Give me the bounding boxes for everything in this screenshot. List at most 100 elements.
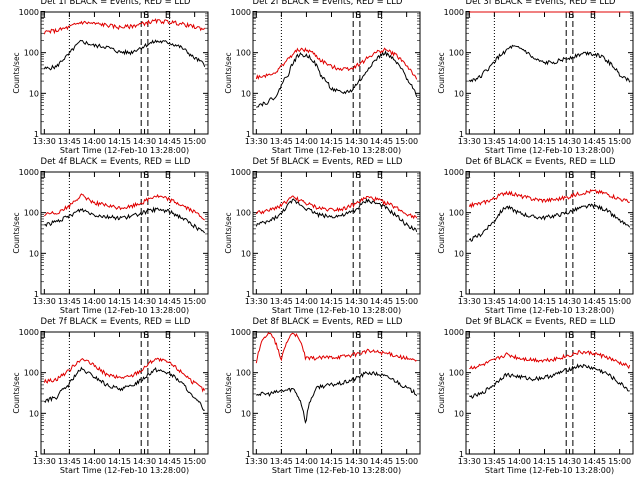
y-tick-label: 1 (34, 450, 39, 459)
y-tick-label: 1000 (19, 328, 39, 337)
y-tick-label: 100 (236, 369, 251, 378)
x-tick-label: 13:30 (245, 457, 268, 466)
series-black (256, 49, 418, 108)
plot-frame (40, 331, 209, 455)
x-tick-label: 13:45 (483, 297, 506, 306)
panel-title: Det 4f BLACK = Events, RED = LLD (41, 157, 191, 167)
x-axis-label: Start Time (12-Feb-10 13:28:00) (60, 306, 189, 315)
y-axis-label: Counts/sec (224, 212, 233, 253)
x-tick-label: 15:00 (395, 297, 418, 306)
x-tick-label: 14:45 (370, 457, 393, 466)
x-tick-label: 14:30 (558, 457, 581, 466)
flag-label: E (590, 10, 596, 21)
plot-frame (40, 11, 209, 135)
x-tick-label: 14:00 (508, 297, 531, 306)
x-tick-label: 14:45 (583, 137, 606, 146)
series-black (255, 197, 418, 233)
x-tick-label: 14:45 (370, 297, 393, 306)
plot-frame (465, 11, 634, 135)
panel-title: Det 2f BLACK = Events, RED = LLD (253, 0, 403, 7)
x-tick-label: 15:00 (183, 137, 206, 146)
x-tick-label: 14:15 (320, 457, 343, 466)
y-tick-label: 1 (34, 130, 39, 139)
y-axis-label: Counts/sec (437, 52, 446, 93)
flag-label: S (355, 10, 361, 21)
x-tick-label: 13:45 (58, 137, 81, 146)
panel-det-3: Det 3f BLACK = Events, RED = LLD 1 10 100 10… (437, 0, 634, 155)
y-tick-label: 1 (246, 130, 251, 139)
x-tick-label: 15:00 (608, 297, 631, 306)
flag-label: S (143, 330, 149, 341)
panel-title: Det 3f BLACK = Events, RED = LLD (466, 0, 616, 7)
series-black (43, 39, 206, 71)
x-tick-label: 14:15 (108, 457, 131, 466)
series-red (255, 195, 418, 220)
y-tick-label: 1000 (444, 168, 464, 177)
flag-label: S (568, 10, 574, 21)
x-tick-label: 14:45 (158, 297, 181, 306)
y-tick-label: 1000 (444, 328, 464, 337)
panel-det-4: Det 4f BLACK = Events, RED = LLD 1 10 100 10… (12, 157, 209, 315)
x-tick-label: 13:30 (33, 137, 56, 146)
series-black (44, 206, 206, 234)
y-tick-label: 10 (454, 89, 464, 98)
y-axis-label: Counts/sec (437, 212, 446, 253)
panel-title: Det 5f BLACK = Events, RED = LLD (253, 157, 403, 167)
x-tick-label: 14:00 (83, 137, 106, 146)
x-tick-label: 14:15 (108, 297, 131, 306)
flag-label: E (40, 330, 46, 341)
x-tick-label: 13:30 (33, 457, 56, 466)
y-axis-label: Counts/sec (224, 372, 233, 413)
x-tick-label: 14:00 (83, 297, 106, 306)
y-tick-label: 1 (246, 290, 251, 299)
x-tick-label: 13:30 (458, 457, 481, 466)
y-tick-label: 100 (449, 49, 464, 58)
x-axis-label: Start Time (12-Feb-10 13:28:00) (272, 466, 401, 475)
x-tick-label: 13:45 (483, 457, 506, 466)
y-tick-label: 100 (236, 209, 251, 218)
flag-label: E (252, 330, 258, 341)
panel-det-7: Det 7f BLACK = Events, RED = LLD 1 10 100 10… (12, 317, 209, 475)
series-black (255, 371, 418, 424)
x-tick-label: 14:45 (158, 137, 181, 146)
y-tick-label: 10 (29, 409, 39, 418)
plot-frame (465, 171, 634, 295)
x-tick-label: 14:15 (320, 297, 343, 306)
x-tick-label: 13:45 (270, 457, 293, 466)
x-tick-label: 14:30 (133, 297, 156, 306)
panel-det-2: Det 2f BLACK = Events, RED = LLD 1 10 100 10… (224, 0, 421, 155)
x-tick-label: 14:30 (345, 457, 368, 466)
y-tick-label: 10 (241, 409, 251, 418)
y-tick-label: 100 (236, 49, 251, 58)
flag-label: S (355, 170, 361, 181)
x-tick-label: 14:00 (508, 137, 531, 146)
panel-det-8: Det 8f BLACK = Events, RED = LLD 1 10 100 10… (224, 317, 421, 475)
x-tick-label: 14:00 (83, 457, 106, 466)
y-axis-label: Counts/sec (12, 212, 21, 253)
y-tick-label: 1 (459, 290, 464, 299)
series-black (468, 44, 631, 83)
x-tick-label: 14:15 (320, 137, 343, 146)
y-tick-label: 10 (454, 249, 464, 258)
x-tick-label: 14:15 (533, 457, 556, 466)
panel-det-9: Det 9f BLACK = Events, RED = LLD 1 10 100 10… (437, 317, 634, 475)
x-axis-label: Start Time (12-Feb-10 13:28:00) (485, 466, 614, 475)
y-tick-label: 1000 (19, 8, 39, 17)
x-tick-label: 15:00 (395, 457, 418, 466)
x-tick-label: 14:30 (133, 457, 156, 466)
y-axis-label: Counts/sec (12, 52, 21, 93)
plot-frame (252, 331, 421, 455)
x-axis-label: Start Time (12-Feb-10 13:28:00) (272, 146, 401, 155)
x-tick-label: 14:30 (558, 297, 581, 306)
series-black (469, 363, 630, 399)
x-tick-label: 15:00 (395, 137, 418, 146)
y-tick-label: 10 (29, 89, 39, 98)
series-red (469, 350, 631, 370)
x-tick-label: 14:15 (533, 137, 556, 146)
series-black (43, 366, 205, 411)
flag-label: E (165, 10, 171, 21)
x-tick-label: 13:45 (270, 137, 293, 146)
x-tick-label: 15:00 (183, 297, 206, 306)
x-tick-label: 13:45 (270, 297, 293, 306)
